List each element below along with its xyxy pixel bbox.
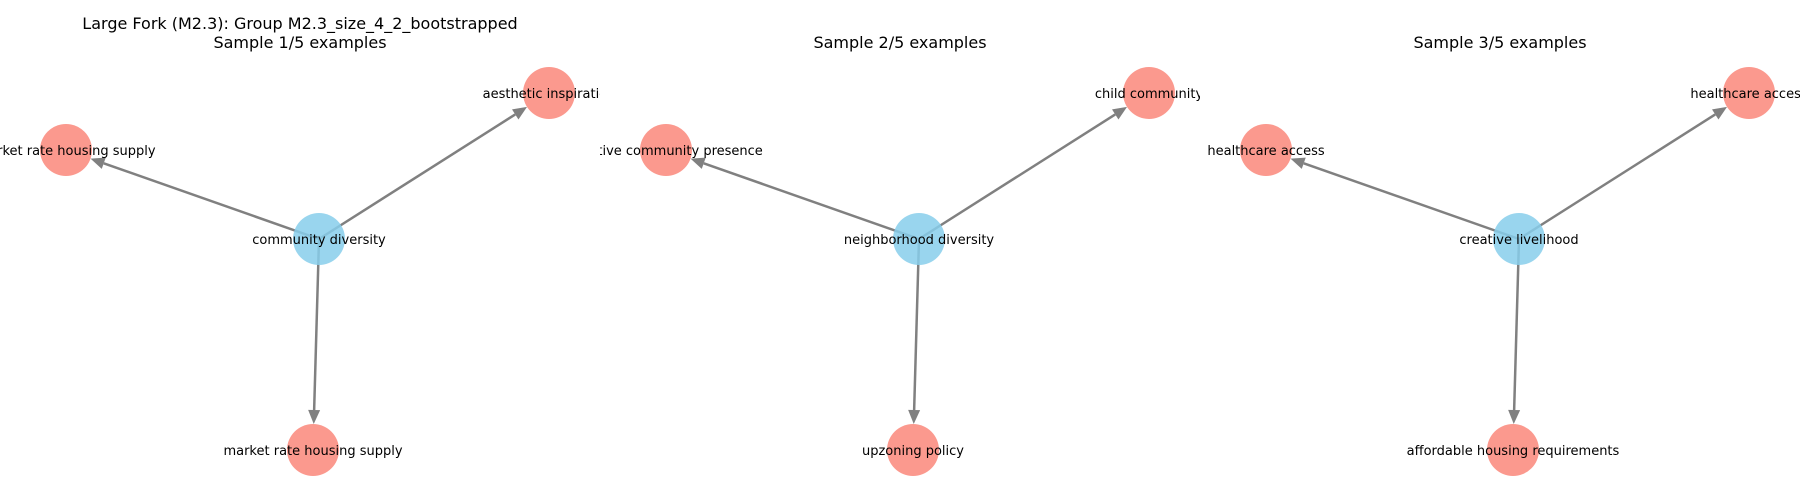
- target-node-label: healthcare access: [1207, 144, 1324, 159]
- target-node-label: child community: [1095, 87, 1200, 102]
- panel-title-line2: Sample 1/5 examples: [213, 33, 387, 52]
- source-node: [893, 213, 945, 265]
- edge-arrowhead: [1112, 106, 1128, 120]
- source-node-label: neighborhood diversity: [844, 233, 995, 248]
- edge-arrowhead: [1508, 409, 1521, 425]
- source-node: [293, 213, 345, 265]
- panel-sample-3: Sample 3/5 examples creative livelihood h…: [1200, 0, 1800, 500]
- fork-diagram: community diversity market rate housing s…: [0, 67, 600, 476]
- edge-arrowhead: [908, 409, 921, 425]
- source-node-label: creative livelihood: [1459, 233, 1578, 248]
- target-node-label: upzoning policy: [862, 444, 964, 459]
- edge-line: [1518, 113, 1716, 241]
- target-node: [287, 424, 339, 476]
- edge-line: [703, 162, 920, 241]
- edge-line: [918, 113, 1116, 241]
- target-node-label: aesthetic inspiration: [483, 87, 600, 102]
- target-node-label: market rate housing supply: [0, 144, 156, 159]
- edge-arrowhead: [690, 157, 706, 169]
- target-node: [640, 124, 692, 176]
- edge-arrowhead: [512, 106, 528, 120]
- edge-line: [1512, 238, 1521, 411]
- target-node: [1240, 124, 1292, 176]
- source-node: [1493, 213, 1545, 265]
- target-node-label: healthcare access: [1690, 87, 1800, 102]
- edge-line: [103, 162, 320, 241]
- target-node: [1487, 424, 1539, 476]
- edge-arrowhead: [308, 409, 321, 425]
- target-node-label: creative community presence: [600, 144, 763, 159]
- edge-arrowhead: [1712, 106, 1728, 120]
- edge-line: [912, 238, 921, 411]
- fork-diagram: creative livelihood healthcare access heal…: [1207, 67, 1800, 476]
- target-node: [40, 124, 92, 176]
- fork-diagram: neighborhood diversity creative community…: [600, 67, 1200, 476]
- edge-arrowhead: [1290, 157, 1306, 169]
- target-node-label: market rate housing supply: [223, 444, 402, 459]
- target-node: [887, 424, 939, 476]
- target-node: [523, 67, 575, 119]
- source-node-label: community diversity: [252, 233, 386, 248]
- target-node: [1123, 67, 1175, 119]
- panel-title-line2: Sample 2/5 examples: [813, 33, 987, 52]
- panel-sample-2: Sample 2/5 examples neighborhood diversi…: [600, 0, 1200, 500]
- panel-sample-1: Large Fork (M2.3): Group M2.3_size_4_2_b…: [0, 0, 600, 500]
- target-node-label: affordable housing requirements: [1407, 444, 1620, 459]
- panel-title-line2: Sample 3/5 examples: [1413, 33, 1587, 52]
- edge-line: [312, 238, 321, 411]
- edge-line: [1303, 162, 1520, 241]
- edge-arrowhead: [90, 157, 106, 169]
- edge-line: [318, 113, 516, 241]
- panel-title-line1: Large Fork (M2.3): Group M2.3_size_4_2_b…: [82, 14, 518, 33]
- target-node: [1723, 67, 1775, 119]
